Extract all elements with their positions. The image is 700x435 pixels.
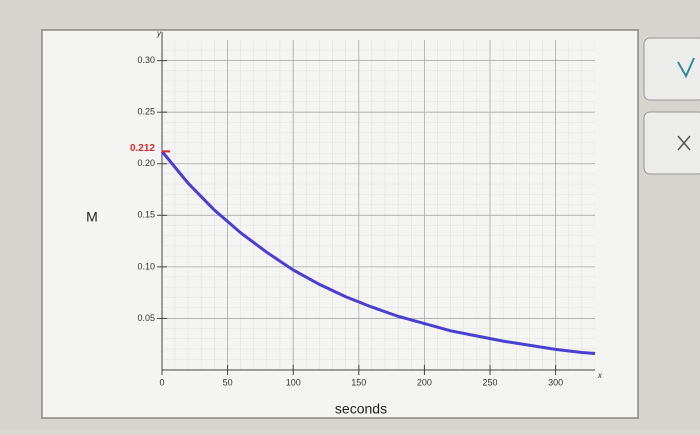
check-button[interactable]: [643, 37, 700, 101]
x-tick-label: 100: [286, 377, 301, 387]
y-tick-label: 0.10: [137, 261, 155, 271]
y-tick-label: 0.30: [137, 55, 155, 65]
x-tick-label: 300: [548, 377, 563, 387]
x-tick-label: 0: [159, 377, 164, 387]
x-tick-label: 200: [417, 377, 432, 387]
x-tick-label: 50: [223, 377, 233, 387]
y-tick-label: 0.05: [137, 313, 155, 323]
x-tick-label: 150: [351, 377, 366, 387]
y-tick-label: 0.15: [137, 210, 155, 220]
x-axis-label: seconds: [335, 401, 387, 417]
annotation-label: 0.212: [130, 143, 155, 154]
check-icon: [677, 57, 695, 79]
data-line: [160, 150, 596, 355]
y-axis-label: M: [86, 209, 98, 225]
x-tick-label: 250: [483, 377, 498, 387]
close-icon: [677, 135, 691, 151]
close-button[interactable]: [643, 111, 700, 175]
minor-grid: [162, 40, 595, 370]
y-tick-label: 0.25: [137, 107, 155, 117]
y-tick-label: 0.20: [137, 158, 155, 168]
y-axis-name: y: [156, 29, 162, 38]
x-axis-name: x: [597, 371, 603, 380]
